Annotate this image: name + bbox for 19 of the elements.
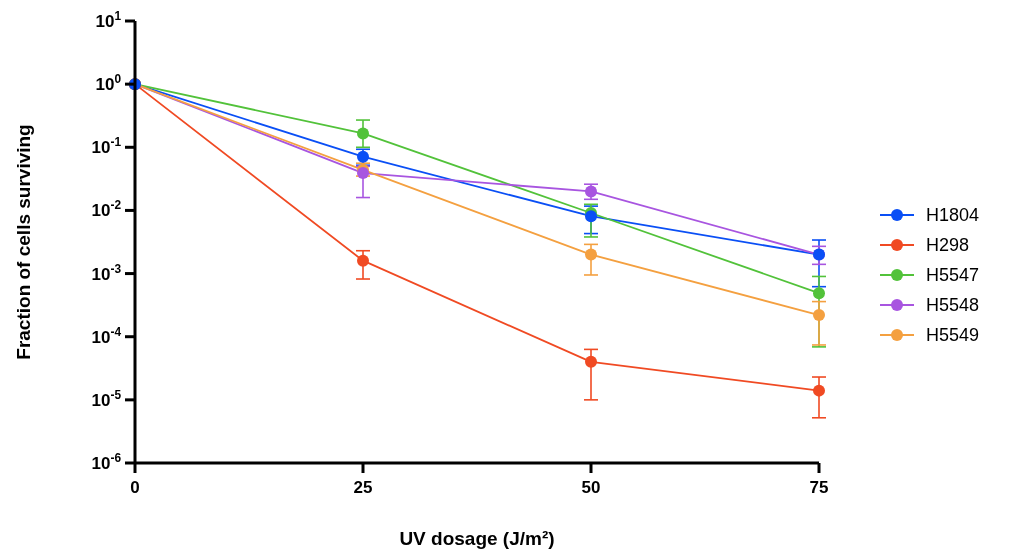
legend-label: H5548 [926, 295, 980, 316]
legend-label: H5547 [926, 265, 980, 286]
y-tick-label: 10$^{-6}$ [91, 450, 122, 473]
x-axis-title: UV dosage (J/m²) [399, 528, 555, 549]
y-axis-title: Fraction of cells surviving [13, 124, 34, 360]
x-tick-label: 75 [809, 478, 829, 497]
y-tick-label: 10$^{-2}$ [91, 198, 122, 221]
y-tick-label: 10$^{-5}$ [91, 387, 122, 410]
x-tick-label: 0 [130, 478, 140, 497]
x-tick-label: 50 [581, 478, 601, 497]
legend-label: H1804 [926, 205, 980, 226]
y-tick-label: 10$^{1}$ [95, 8, 122, 31]
x-tick-label: 25 [353, 478, 373, 497]
legend-label: H298 [926, 235, 970, 256]
y-tick-label: 10$^{-1}$ [91, 135, 122, 158]
legend-label: H5549 [926, 325, 980, 346]
y-tick-label: 10$^{0}$ [95, 72, 122, 95]
y-tick-label: 10$^{-4}$ [91, 324, 122, 347]
y-tick-label: 10$^{-3}$ [91, 261, 122, 284]
